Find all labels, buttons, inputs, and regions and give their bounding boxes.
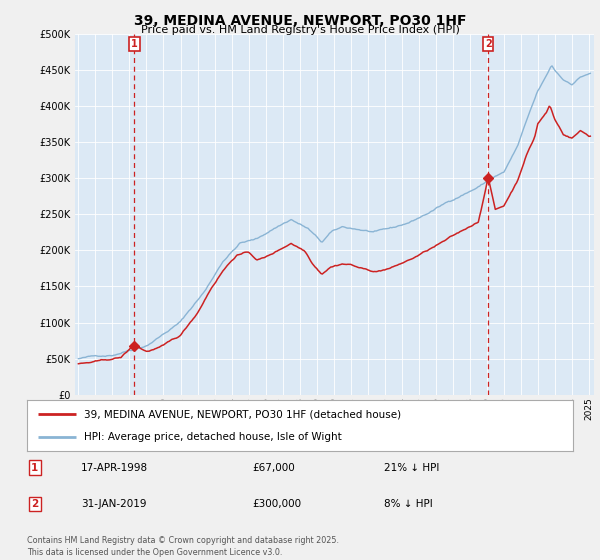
Text: Price paid vs. HM Land Registry's House Price Index (HPI): Price paid vs. HM Land Registry's House … <box>140 25 460 35</box>
Text: 8% ↓ HPI: 8% ↓ HPI <box>384 499 433 509</box>
Text: 2: 2 <box>31 499 38 509</box>
Text: Contains HM Land Registry data © Crown copyright and database right 2025.
This d: Contains HM Land Registry data © Crown c… <box>27 536 339 557</box>
Text: 39, MEDINA AVENUE, NEWPORT, PO30 1HF: 39, MEDINA AVENUE, NEWPORT, PO30 1HF <box>134 14 466 28</box>
Text: 39, MEDINA AVENUE, NEWPORT, PO30 1HF (detached house): 39, MEDINA AVENUE, NEWPORT, PO30 1HF (de… <box>85 409 401 419</box>
Text: £300,000: £300,000 <box>252 499 301 509</box>
Text: £67,000: £67,000 <box>252 463 295 473</box>
Text: 1: 1 <box>131 39 138 49</box>
Text: 17-APR-1998: 17-APR-1998 <box>81 463 148 473</box>
Text: 31-JAN-2019: 31-JAN-2019 <box>81 499 146 509</box>
Text: HPI: Average price, detached house, Isle of Wight: HPI: Average price, detached house, Isle… <box>85 432 342 442</box>
Text: 2: 2 <box>485 39 491 49</box>
Text: 21% ↓ HPI: 21% ↓ HPI <box>384 463 439 473</box>
Text: 1: 1 <box>31 463 38 473</box>
